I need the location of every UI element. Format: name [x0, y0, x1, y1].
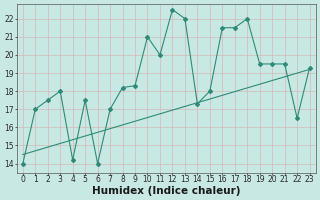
X-axis label: Humidex (Indice chaleur): Humidex (Indice chaleur) [92, 186, 240, 196]
